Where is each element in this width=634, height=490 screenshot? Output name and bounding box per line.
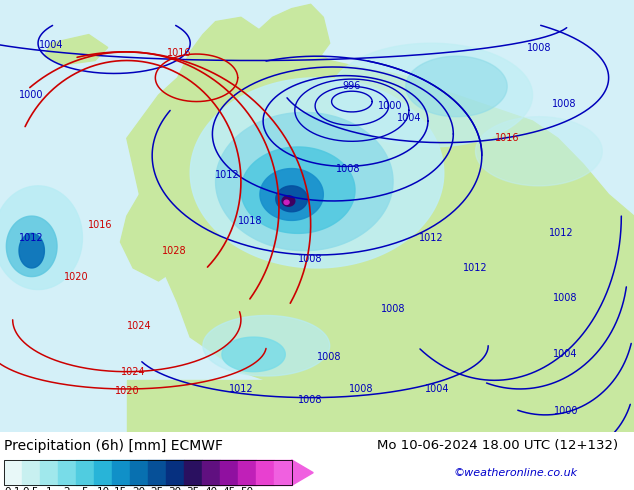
- Text: 25: 25: [150, 488, 164, 490]
- Bar: [274, 460, 292, 486]
- Polygon shape: [0, 186, 82, 290]
- Text: 1: 1: [46, 488, 52, 490]
- Text: 40: 40: [204, 488, 217, 490]
- Text: 996: 996: [343, 81, 361, 92]
- Text: 1008: 1008: [299, 254, 323, 264]
- Polygon shape: [241, 4, 330, 65]
- Bar: [22, 460, 40, 486]
- Text: 0.5: 0.5: [23, 488, 39, 490]
- Text: 1020: 1020: [115, 386, 139, 396]
- Text: 1012: 1012: [549, 228, 573, 238]
- Text: 1008: 1008: [299, 395, 323, 405]
- Text: 1018: 1018: [238, 216, 262, 226]
- Polygon shape: [44, 35, 108, 65]
- Polygon shape: [241, 147, 355, 233]
- Bar: [58, 460, 76, 486]
- Text: 1004: 1004: [553, 349, 578, 359]
- Bar: [184, 460, 202, 486]
- Bar: [4, 460, 22, 486]
- Text: 1000: 1000: [378, 101, 402, 111]
- Polygon shape: [222, 337, 285, 372]
- Polygon shape: [178, 117, 203, 134]
- Text: 20: 20: [133, 488, 145, 490]
- Text: 1000: 1000: [554, 406, 578, 416]
- Polygon shape: [127, 17, 634, 432]
- Text: 1012: 1012: [19, 233, 44, 243]
- Text: Mo 10-06-2024 18.00 UTC (12+132): Mo 10-06-2024 18.00 UTC (12+132): [377, 439, 618, 452]
- Text: 1004: 1004: [39, 40, 63, 50]
- Bar: [202, 460, 220, 486]
- Bar: [76, 460, 94, 486]
- Text: 1016: 1016: [495, 133, 519, 143]
- Text: 1008: 1008: [381, 304, 405, 314]
- Polygon shape: [216, 112, 393, 251]
- Text: 1024: 1024: [121, 367, 145, 377]
- Text: 15: 15: [114, 488, 127, 490]
- Bar: [256, 460, 274, 486]
- Bar: [40, 460, 58, 486]
- Bar: [148, 460, 166, 486]
- Text: 2: 2: [63, 488, 70, 490]
- Text: 0.1: 0.1: [4, 488, 21, 490]
- Text: 5: 5: [82, 488, 88, 490]
- Bar: [166, 460, 184, 486]
- Polygon shape: [276, 186, 307, 212]
- Text: ©weatheronline.co.uk: ©weatheronline.co.uk: [453, 467, 578, 478]
- Text: 1016: 1016: [167, 48, 191, 58]
- Polygon shape: [6, 216, 57, 276]
- Text: 1008: 1008: [337, 164, 361, 173]
- Polygon shape: [330, 43, 533, 147]
- Polygon shape: [284, 200, 289, 204]
- Polygon shape: [406, 56, 507, 117]
- Text: 1008: 1008: [552, 98, 576, 109]
- Text: 1008: 1008: [349, 384, 373, 394]
- Polygon shape: [282, 196, 295, 206]
- Bar: [112, 460, 130, 486]
- Polygon shape: [120, 190, 203, 281]
- Text: 1028: 1028: [162, 245, 186, 256]
- Polygon shape: [203, 316, 330, 376]
- Text: 35: 35: [186, 488, 199, 490]
- Text: 1012: 1012: [419, 233, 443, 243]
- Text: 30: 30: [168, 488, 181, 490]
- Text: 1000: 1000: [19, 90, 44, 100]
- Bar: [130, 460, 148, 486]
- Text: 1016: 1016: [88, 220, 112, 230]
- Text: 1004: 1004: [425, 384, 450, 394]
- Text: 45: 45: [222, 488, 235, 490]
- Text: 1024: 1024: [127, 321, 152, 331]
- Bar: [127, 380, 634, 432]
- Polygon shape: [476, 117, 602, 186]
- Polygon shape: [260, 169, 323, 220]
- Bar: [220, 460, 238, 486]
- Text: 1012: 1012: [215, 170, 239, 180]
- Text: 50: 50: [240, 488, 253, 490]
- Polygon shape: [190, 78, 444, 268]
- Bar: [94, 460, 112, 486]
- Text: 1008: 1008: [318, 351, 342, 362]
- Text: 1012: 1012: [229, 384, 253, 394]
- Bar: [238, 460, 256, 486]
- Text: 1008: 1008: [527, 43, 551, 52]
- Text: 1004: 1004: [397, 113, 421, 122]
- Polygon shape: [292, 460, 313, 486]
- Polygon shape: [19, 233, 44, 268]
- Text: 1020: 1020: [64, 271, 88, 282]
- Bar: [4, 460, 292, 486]
- Text: Precipitation (6h) [mm] ECMWF: Precipitation (6h) [mm] ECMWF: [4, 439, 223, 453]
- Text: 10: 10: [96, 488, 110, 490]
- Polygon shape: [197, 104, 235, 138]
- Text: 1012: 1012: [463, 263, 488, 273]
- Text: 1008: 1008: [553, 293, 578, 303]
